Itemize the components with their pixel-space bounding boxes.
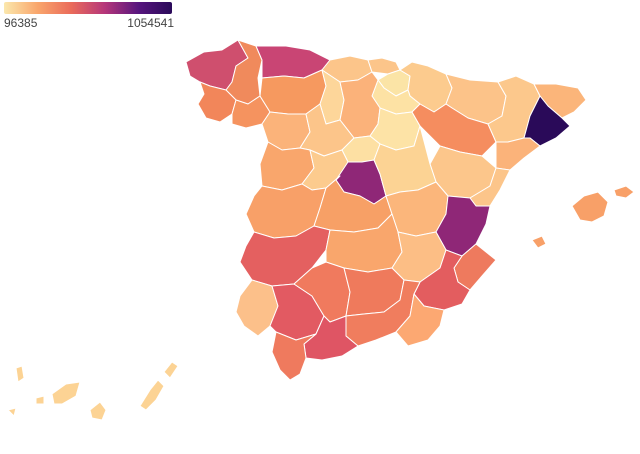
province-tarragona[interactable] [495, 137, 541, 171]
province-canarias-tenerife[interactable] [51, 381, 81, 405]
province-canarias-gomera[interactable] [35, 395, 45, 405]
province-baleares-ibiza[interactable] [531, 235, 547, 249]
province-barcelona[interactable] [523, 95, 571, 147]
legend-min-label: 96385 [4, 16, 38, 30]
color-legend: 96385 1054541 [4, 2, 174, 30]
province-canarias-gran-canaria[interactable] [89, 401, 107, 421]
province-canarias-la-palma[interactable] [15, 365, 25, 383]
province-pontevedra[interactable] [197, 81, 237, 123]
province-canarias-fuerteventura[interactable] [139, 379, 165, 411]
province-canarias-hierro[interactable] [7, 407, 17, 417]
province-canarias-lanzarote[interactable] [163, 361, 179, 379]
province-almeria[interactable] [395, 293, 445, 347]
province-cadiz[interactable] [271, 331, 317, 381]
legend-max-label: 1054541 [127, 16, 174, 30]
province-baleares-menorca[interactable] [613, 185, 635, 199]
province-baleares-mallorca[interactable] [571, 191, 609, 223]
province-guadalajara[interactable] [373, 125, 437, 197]
legend-gradient-bar [4, 2, 172, 14]
